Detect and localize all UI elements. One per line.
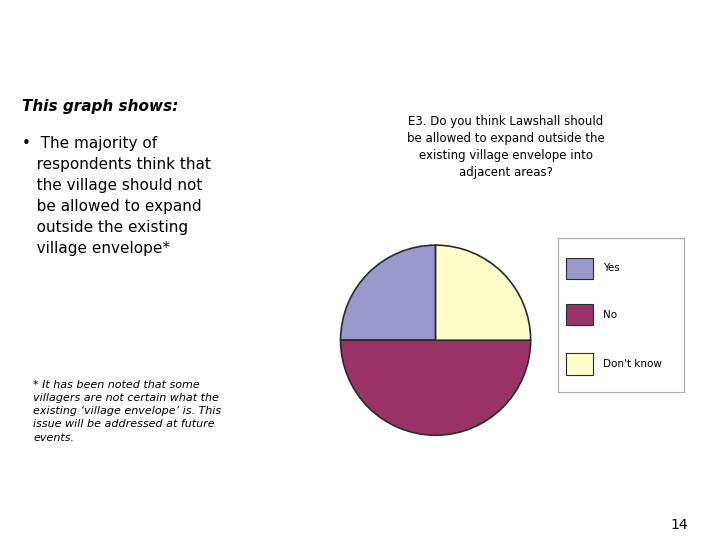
Wedge shape — [436, 245, 531, 340]
Bar — [566, 258, 593, 279]
Text: 5. Housing Development: 5. Housing Development — [149, 33, 571, 62]
Wedge shape — [341, 245, 436, 340]
Text: This graph shows:: This graph shows: — [22, 99, 178, 114]
Text: E3. Do you think Lawshall should
be allowed to expand outside the
existing villa: E3. Do you think Lawshall should be allo… — [407, 116, 605, 179]
Text: •  The majority of
   respondents think that
   the village should not
   be all: • The majority of respondents think that… — [22, 136, 210, 256]
Bar — [566, 353, 593, 375]
Text: Yes: Yes — [603, 264, 620, 273]
Bar — [566, 304, 593, 325]
Wedge shape — [341, 340, 531, 435]
Text: Don't know: Don't know — [603, 359, 662, 369]
Text: No: No — [603, 309, 618, 320]
Text: 14: 14 — [670, 518, 688, 532]
Text: * It has been noted that some
villagers are not certain what the
existing ‘villa: * It has been noted that some villagers … — [33, 380, 221, 442]
